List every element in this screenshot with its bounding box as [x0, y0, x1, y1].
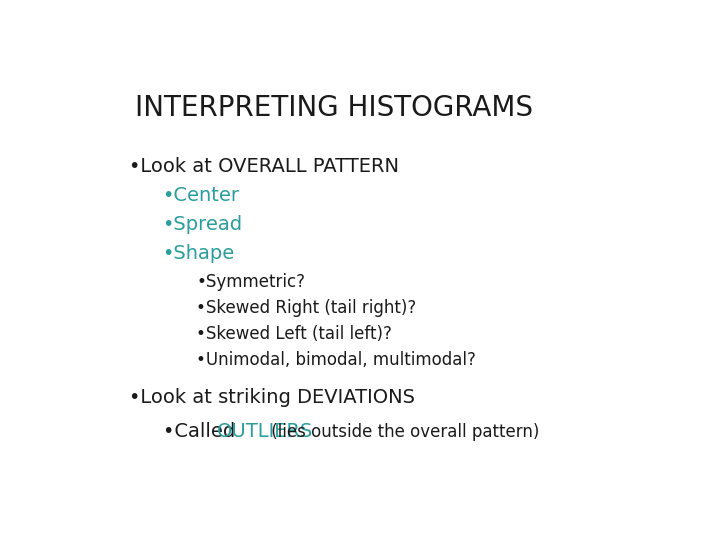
Text: •Look at striking DEVIATIONS: •Look at striking DEVIATIONS	[129, 388, 415, 407]
Text: (lies outside the overall pattern): (lies outside the overall pattern)	[266, 422, 539, 441]
Text: •Skewed Right (tail right)?: •Skewed Right (tail right)?	[196, 299, 416, 317]
Text: •Look at OVERALL PATTERN: •Look at OVERALL PATTERN	[129, 157, 399, 176]
Text: •Spread: •Spread	[163, 215, 243, 234]
Text: •Shape: •Shape	[163, 245, 235, 264]
Text: OUTLIERS: OUTLIERS	[217, 422, 314, 441]
Text: •Called: •Called	[163, 422, 241, 441]
Text: •Symmetric?: •Symmetric?	[196, 273, 305, 291]
Text: •Skewed Left (tail left)?: •Skewed Left (tail left)?	[196, 325, 392, 343]
Text: •Unimodal, bimodal, multimodal?: •Unimodal, bimodal, multimodal?	[196, 350, 476, 369]
Text: •Center: •Center	[163, 186, 240, 205]
Text: INTERPRETING HISTOGRAMS: INTERPRETING HISTOGRAMS	[135, 94, 533, 122]
